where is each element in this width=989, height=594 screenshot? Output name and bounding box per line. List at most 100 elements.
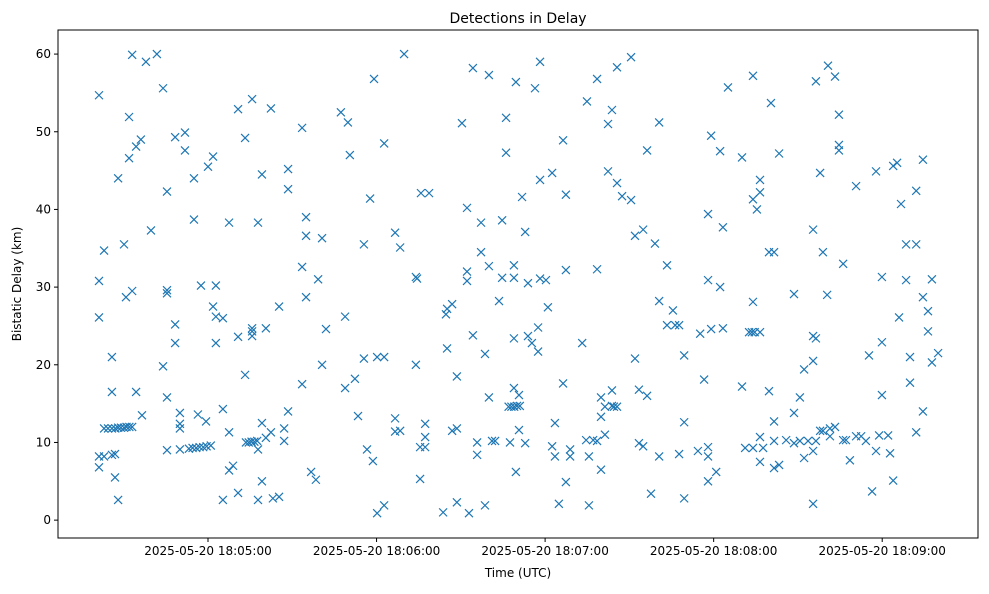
data-point xyxy=(395,243,405,252)
data-point xyxy=(577,338,587,348)
data-point xyxy=(830,422,840,432)
x-axis-ticks: 2025-05-20 18:05:00 2025-05-20 18:06:00 20… xyxy=(144,538,946,558)
data-point xyxy=(634,438,644,448)
y-axis-label: Bistatic Delay (km) xyxy=(10,227,24,342)
data-point xyxy=(257,170,267,179)
data-point xyxy=(252,436,262,446)
data-point xyxy=(799,365,809,374)
data-point xyxy=(266,427,276,437)
data-point xyxy=(233,488,243,498)
data-point xyxy=(874,431,884,440)
data-point xyxy=(224,218,234,228)
data-point xyxy=(901,275,911,285)
data-point xyxy=(634,385,644,395)
data-point xyxy=(274,302,284,311)
data-point xyxy=(877,272,887,282)
data-point xyxy=(447,299,457,309)
chart-title: Detections in Delay xyxy=(449,11,586,27)
x-tick-label: 2025-05-20 18:08:00 xyxy=(650,544,777,558)
data-point xyxy=(99,452,109,461)
data-point xyxy=(905,352,915,362)
data-point xyxy=(834,110,844,120)
data-point xyxy=(438,507,448,517)
x-tick-label: 2025-05-20 18:09:00 xyxy=(818,544,945,558)
data-point xyxy=(808,499,818,509)
data-point xyxy=(715,282,725,292)
data-point xyxy=(146,225,156,235)
data-point xyxy=(124,153,134,163)
data-point xyxy=(789,408,799,418)
data-point xyxy=(170,132,180,142)
data-point xyxy=(581,435,591,445)
data-point xyxy=(94,276,104,286)
data-point xyxy=(203,162,213,172)
data-point xyxy=(509,273,519,283)
data-point xyxy=(789,289,799,299)
data-point xyxy=(306,467,316,477)
data-point xyxy=(211,281,221,290)
data-point xyxy=(596,392,606,402)
data-point xyxy=(723,83,733,92)
data-point xyxy=(737,152,747,162)
data-point xyxy=(497,273,507,283)
data-point xyxy=(612,178,622,188)
data-point xyxy=(311,475,321,485)
data-point xyxy=(343,118,353,127)
data-point xyxy=(795,436,805,446)
data-point xyxy=(871,446,881,456)
data-point xyxy=(279,424,289,433)
data-point xyxy=(462,276,472,286)
data-point xyxy=(769,247,779,257)
data-point xyxy=(918,292,928,302)
data-point xyxy=(452,497,462,507)
data-point xyxy=(124,112,134,122)
data-point xyxy=(193,410,203,419)
data-point xyxy=(452,424,462,433)
data-point xyxy=(867,486,877,496)
data-point xyxy=(592,264,602,274)
data-point xyxy=(901,239,911,249)
data-point xyxy=(550,418,560,428)
data-point xyxy=(420,419,430,429)
data-point xyxy=(411,360,421,370)
data-point xyxy=(747,327,757,337)
data-point xyxy=(923,306,933,316)
data-point xyxy=(755,327,765,337)
data-point xyxy=(497,215,507,225)
y-axis-ticks: 0 10 20 30 40 50 60 xyxy=(36,47,58,527)
data-point xyxy=(297,379,307,389)
data-point xyxy=(927,274,937,284)
y-tick-label: 50 xyxy=(36,125,51,139)
data-point xyxy=(877,390,887,400)
data-point xyxy=(313,274,323,284)
data-point xyxy=(198,442,208,452)
data-point xyxy=(228,461,238,471)
data-point xyxy=(896,199,906,209)
data-point xyxy=(509,383,519,393)
data-point xyxy=(511,77,521,87)
data-point xyxy=(905,378,915,388)
data-point xyxy=(119,239,129,249)
data-point xyxy=(261,323,271,333)
data-point xyxy=(774,460,784,470)
data-point xyxy=(923,326,933,336)
data-point xyxy=(162,288,172,298)
data-point xyxy=(175,445,185,454)
data-point xyxy=(748,194,758,204)
data-point xyxy=(283,406,293,416)
data-point xyxy=(484,70,494,80)
data-point xyxy=(249,437,259,447)
data-point xyxy=(457,118,467,128)
data-point xyxy=(748,297,758,307)
y-tick-label: 40 xyxy=(36,202,51,216)
data-point xyxy=(642,145,652,155)
data-point xyxy=(240,370,250,380)
data-point xyxy=(170,319,180,329)
data-point xyxy=(420,442,430,452)
data-point xyxy=(715,146,725,156)
data-point xyxy=(191,443,201,453)
data-point xyxy=(795,392,805,402)
data-point xyxy=(535,57,545,67)
data-point xyxy=(918,406,928,416)
data-point xyxy=(472,450,482,460)
